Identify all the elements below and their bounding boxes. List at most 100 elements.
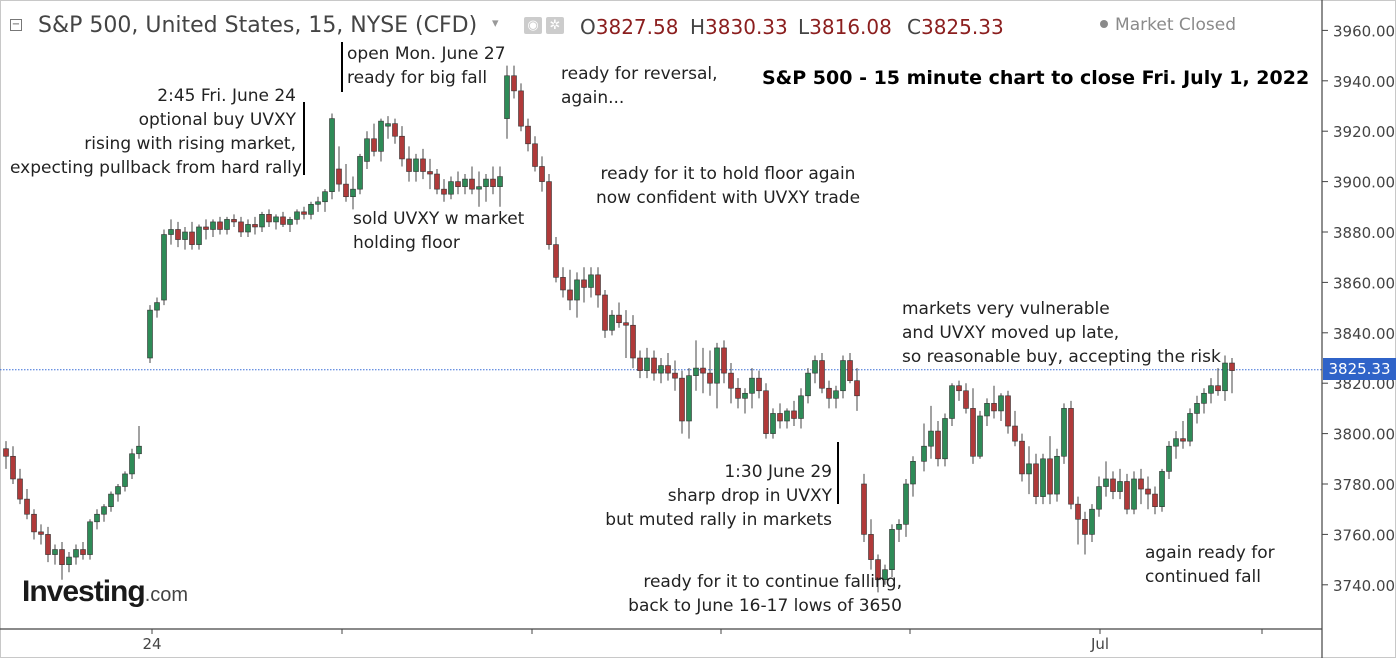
- candle: [1012, 410, 1018, 447]
- candle: [217, 216, 223, 235]
- candle: [31, 509, 37, 540]
- candle: [868, 519, 874, 570]
- candle: [942, 413, 948, 467]
- candle: [1152, 486, 1158, 515]
- candle: [357, 153, 363, 195]
- candle: [483, 174, 489, 202]
- candle: [749, 368, 755, 409]
- candle: [364, 131, 370, 169]
- y-tick-label: 3860.00: [1333, 274, 1395, 292]
- candle: [756, 370, 762, 399]
- candle: [882, 564, 888, 585]
- candle: [854, 368, 860, 411]
- candle: [763, 383, 769, 439]
- candle: [504, 65, 510, 139]
- candle: [371, 123, 377, 157]
- candle: [413, 153, 419, 182]
- candle: [1187, 408, 1193, 447]
- candle: [921, 423, 927, 472]
- candle: [735, 378, 741, 409]
- candle: [1194, 395, 1200, 424]
- candle: [101, 504, 107, 522]
- eye-icon[interactable]: ◉: [524, 17, 542, 34]
- candle: [24, 489, 30, 520]
- candle: [1096, 476, 1102, 517]
- candle: [129, 448, 135, 479]
- candle: [623, 310, 629, 358]
- candle: [847, 352, 853, 384]
- candle: [1229, 358, 1235, 394]
- candle: [399, 126, 405, 167]
- candle: [728, 363, 734, 404]
- candle: [476, 171, 482, 207]
- candle: [497, 166, 503, 207]
- candle: [245, 219, 251, 238]
- annotation-again-ready: again ready for continued fall: [1145, 543, 1275, 587]
- candle: [259, 211, 265, 232]
- candle: [420, 148, 426, 180]
- y-tick-label: 3880.00: [1333, 224, 1395, 242]
- candle: [693, 340, 699, 391]
- candle: [602, 289, 608, 338]
- candle: [665, 352, 671, 381]
- candle: [791, 400, 797, 427]
- x-tick-label: Jul: [1090, 635, 1109, 653]
- symbol-title: S&P 500, United States, 15, NYSE (CFD): [38, 13, 478, 38]
- ohlc-open: O3827.58: [580, 15, 679, 39]
- candle: [406, 146, 412, 182]
- candle: [1208, 378, 1214, 404]
- candle: [518, 83, 524, 132]
- candle: [991, 385, 997, 419]
- annotation-sold-uvxy: sold UVXY w market holding floor: [353, 209, 525, 253]
- candle: [784, 408, 790, 429]
- candle: [1138, 468, 1144, 505]
- candle: [490, 166, 496, 195]
- candle: [73, 544, 79, 565]
- candle: [560, 267, 566, 298]
- annotation-reversal: ready for reversal, again...: [561, 64, 718, 108]
- candle: [385, 116, 391, 139]
- candle: [805, 368, 811, 404]
- candle: [238, 216, 244, 238]
- y-tick-label: 3760.00: [1333, 526, 1395, 544]
- candle: [115, 484, 121, 502]
- candle: [455, 171, 461, 195]
- candle: [343, 163, 349, 202]
- candle: [329, 113, 335, 200]
- market-status: Market Closed: [1100, 15, 1236, 35]
- collapse-icon[interactable]: −: [10, 19, 22, 31]
- candle: [189, 221, 195, 250]
- candle: [742, 388, 748, 414]
- last-price-tag: 3825.33: [1323, 358, 1396, 380]
- candle: [122, 471, 128, 492]
- annotation-vulnerable: markets very vulnerable and UVXY moved up…: [902, 299, 1221, 367]
- candle: [87, 519, 93, 560]
- candle: [658, 358, 664, 384]
- candle: [840, 355, 846, 399]
- candle: [378, 118, 384, 162]
- gear-icon[interactable]: ✲: [546, 17, 564, 34]
- candle: [546, 174, 552, 250]
- candle: [539, 156, 545, 192]
- candle: [308, 201, 314, 220]
- candle: [322, 189, 328, 212]
- candle: [1075, 496, 1081, 545]
- candle: [66, 552, 72, 573]
- candle: [203, 219, 209, 240]
- annotation-june29: 1:30 June 29 sharp drop in UVXY but muted…: [605, 462, 832, 530]
- candle: [182, 226, 188, 250]
- candle: [928, 405, 934, 459]
- candle: [896, 519, 902, 542]
- candle: [686, 368, 692, 439]
- candle: [273, 214, 279, 230]
- candle: [52, 544, 58, 565]
- chevron-down-icon[interactable]: ▾: [492, 16, 499, 31]
- y-tick-label: 3740.00: [1333, 577, 1395, 595]
- candle: [10, 446, 16, 484]
- candle: [301, 206, 307, 220]
- candle: [588, 267, 594, 298]
- candle: [108, 491, 114, 512]
- status-dot-icon: [1100, 20, 1109, 28]
- candle: [1103, 461, 1109, 497]
